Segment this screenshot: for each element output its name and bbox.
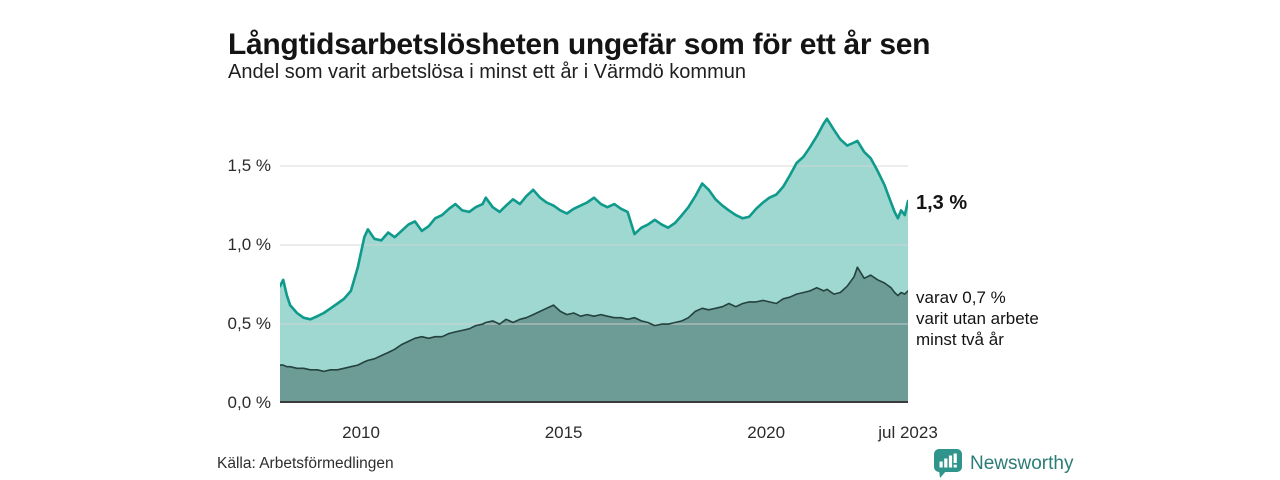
area-chart <box>280 117 908 403</box>
x-tick-label: jul 2023 <box>878 423 938 442</box>
newsworthy-brand-name: Newsworthy <box>970 453 1074 474</box>
line-two-years <box>280 266 908 373</box>
area-total <box>280 118 908 403</box>
x-tick-label: 2015 <box>544 423 583 442</box>
newsworthy-logo-icon <box>934 449 962 478</box>
two-years-annotation-line: minst två år <box>916 330 1004 349</box>
y-tick-label: 1,0 % <box>227 235 271 255</box>
y-tick-label: 0,5 % <box>227 314 271 334</box>
x-tick-label: 2020 <box>747 423 786 442</box>
y-tick-label: 1,5 % <box>227 156 271 176</box>
newsworthy-brand-link[interactable]: Newsworthy <box>934 449 1073 479</box>
line-total <box>280 117 908 321</box>
gridlines <box>280 165 908 325</box>
two-years-annotation: varav 0,7 % varit utan arbete minst två … <box>916 287 1039 350</box>
source-credit: Källa: Arbetsförmedlingen <box>217 455 394 472</box>
chart-title: Långtidsarbetslösheten ungefär som för e… <box>228 28 931 62</box>
y-tick-label: 0,0 % <box>227 393 271 412</box>
x-tick-label: 2010 <box>342 423 380 442</box>
latest-total-annotation: 1,3 % <box>916 192 968 214</box>
area-two-years <box>280 267 908 403</box>
two-years-annotation-line: varit utan arbete <box>916 309 1039 328</box>
chart-subtitle: Andel som varit arbetslösa i minst ett å… <box>228 61 746 83</box>
two-years-annotation-line: varav 0,7 % <box>916 288 1006 307</box>
